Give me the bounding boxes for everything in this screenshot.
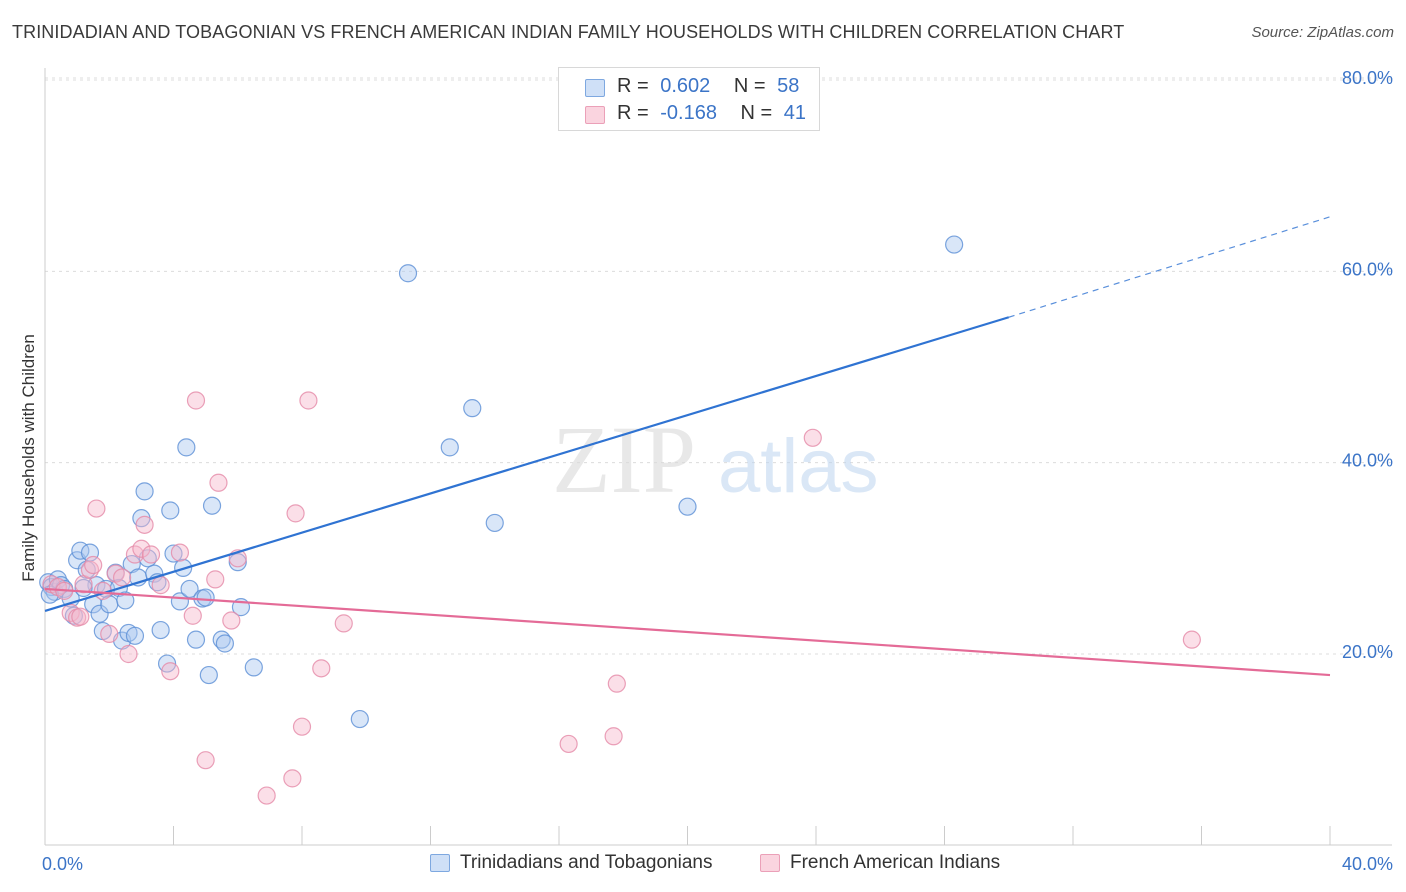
trend-extension-series-1 xyxy=(1008,216,1331,318)
series-points xyxy=(39,235,1201,805)
legend-swatch-series-2 xyxy=(585,106,605,124)
data-point-series-2 xyxy=(135,515,154,534)
data-point-series-2 xyxy=(334,614,353,633)
legend-n-label: N = xyxy=(740,102,773,124)
data-point-series-2 xyxy=(84,555,103,575)
data-point-series-1 xyxy=(161,501,180,520)
data-point-series-2 xyxy=(1182,630,1201,649)
y-axis-label: Family Households with Children xyxy=(19,334,38,582)
data-point-series-2 xyxy=(257,786,276,805)
data-point-series-1 xyxy=(151,620,170,640)
data-point-series-1 xyxy=(228,553,247,572)
data-point-series-2 xyxy=(119,644,138,664)
data-point-series-2 xyxy=(170,543,190,562)
data-point-series-2 xyxy=(196,751,215,770)
data-point-series-1 xyxy=(164,544,183,563)
data-point-series-2 xyxy=(151,576,170,595)
data-point-series-1 xyxy=(90,604,109,623)
legend-r-label: R = xyxy=(617,102,649,124)
watermark-zip: ZIP xyxy=(552,406,696,513)
data-point-series-2 xyxy=(71,607,90,626)
data-point-series-1 xyxy=(135,482,154,501)
y-tick-label: 40.0% xyxy=(1342,451,1393,471)
data-point-series-1 xyxy=(116,591,135,610)
data-point-series-1 xyxy=(485,513,504,533)
data-point-series-1 xyxy=(177,438,196,457)
data-point-series-2 xyxy=(112,568,132,587)
legend-r-label: R = xyxy=(617,75,649,97)
data-point-series-2 xyxy=(186,391,206,410)
data-point-series-2 xyxy=(299,391,318,410)
y-tick-label: 80.0% xyxy=(1342,68,1393,88)
data-point-series-1 xyxy=(202,496,222,515)
data-point-series-2 xyxy=(803,428,822,447)
data-point-series-2 xyxy=(183,606,202,625)
y-tick-label: 20.0% xyxy=(1342,642,1393,662)
tick-labels: 20.0% 40.0% 60.0% 80.0% 0.0% 40.0% xyxy=(42,68,1393,874)
data-point-series-1 xyxy=(463,399,482,418)
data-point-series-2 xyxy=(222,611,241,630)
data-point-series-2 xyxy=(286,504,305,523)
bottom-legend-label-series-1: Trinidadians and Tobagonians xyxy=(460,852,713,873)
watermark-atlas: atlas xyxy=(718,424,879,509)
data-point-series-1 xyxy=(186,630,206,649)
data-point-series-2 xyxy=(100,624,119,644)
source-credit: Source: ZipAtlas.com xyxy=(1251,24,1394,41)
data-point-series-2 xyxy=(206,570,225,589)
data-point-series-2 xyxy=(292,717,312,736)
data-point-series-2 xyxy=(209,473,228,492)
data-point-series-2 xyxy=(312,659,331,678)
y-tick-label: 60.0% xyxy=(1342,259,1393,279)
trend-lines xyxy=(44,216,1331,677)
legend-n-value: 41 xyxy=(783,102,807,124)
data-point-series-2 xyxy=(141,545,161,564)
trend-line-series-1 xyxy=(44,316,1010,613)
data-point-series-2 xyxy=(132,539,151,558)
data-point-series-2 xyxy=(161,662,180,681)
data-point-series-1 xyxy=(440,438,459,457)
x-tick-label: 40.0% xyxy=(1342,854,1393,874)
gridlines xyxy=(45,77,1392,655)
data-point-series-2 xyxy=(559,734,578,754)
legend-swatch-series-1 xyxy=(585,79,605,97)
stats-legend: R = 0.602 N = 58 R = -0.168 N = 41 xyxy=(558,67,820,131)
data-point-series-2 xyxy=(604,727,623,746)
axes xyxy=(44,68,1392,846)
data-point-series-1 xyxy=(64,606,84,625)
trend-line-series-2 xyxy=(44,587,1331,677)
data-point-series-1 xyxy=(196,588,215,607)
x-tick-label: 0.0% xyxy=(42,854,83,874)
data-point-series-2 xyxy=(87,499,106,518)
data-point-series-1 xyxy=(199,665,218,685)
data-point-series-1 xyxy=(678,497,697,516)
chart-title: TRINIDADIAN AND TOBAGONIAN VS FRENCH AME… xyxy=(12,22,1125,42)
watermark: ZIP atlas xyxy=(552,406,879,513)
data-point-series-1 xyxy=(215,634,234,653)
data-point-series-1 xyxy=(398,264,418,283)
data-point-series-1 xyxy=(350,709,369,729)
data-point-series-1 xyxy=(945,235,964,254)
legend-r-value: 0.602 xyxy=(660,75,711,97)
legend-n-label: N = xyxy=(733,75,766,97)
legend-r-value: -0.168 xyxy=(660,102,717,124)
data-point-series-2 xyxy=(283,769,302,788)
bottom-legend-swatch-series-1 xyxy=(430,854,450,872)
data-point-series-1 xyxy=(244,658,263,677)
data-point-series-1 xyxy=(125,626,145,645)
data-point-series-1 xyxy=(180,579,199,599)
legend-n-value: 58 xyxy=(777,75,800,97)
bottom-legend-swatch-series-2 xyxy=(760,854,780,872)
data-point-series-2 xyxy=(607,674,626,693)
bottom-legend-label-series-2: French American Indians xyxy=(790,852,1001,873)
